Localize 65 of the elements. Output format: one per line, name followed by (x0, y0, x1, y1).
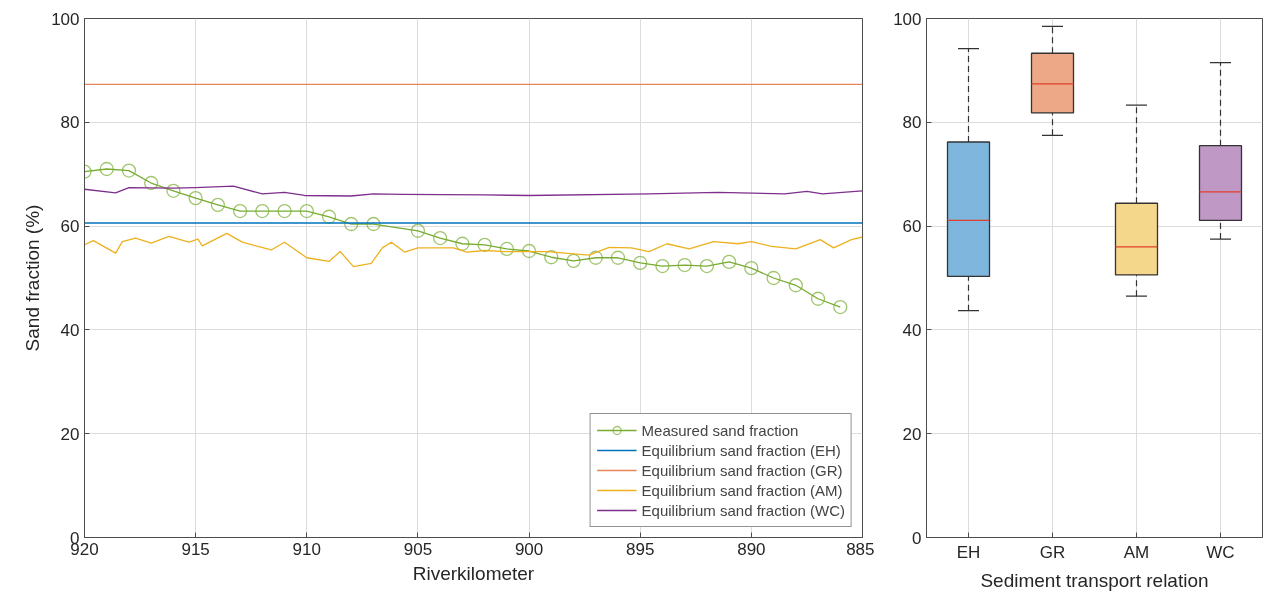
point (588, 250, 603, 265)
point (721, 254, 737, 270)
point (344, 216, 359, 232)
point (810, 291, 826, 306)
line-series (84, 185, 863, 197)
y-axis-title: Sand fraction (%) (22, 204, 44, 352)
y-tick-label: 20 (60, 424, 80, 444)
x-tick-label: 910 (292, 539, 321, 559)
y-tick-label: 40 (902, 320, 922, 340)
x-axis-title: Riverkilometer (412, 562, 535, 584)
y-tick-label: 40 (60, 320, 80, 340)
y-tick-label: 0 (912, 528, 922, 548)
x-tick-label: EH (956, 542, 981, 562)
point (544, 250, 559, 265)
line-series (84, 232, 863, 268)
point (610, 250, 626, 265)
point (210, 197, 226, 212)
x-tick-label: WC (1206, 542, 1235, 562)
point (499, 241, 514, 257)
point (766, 270, 781, 286)
point (366, 216, 381, 232)
point (321, 209, 337, 224)
point (833, 299, 848, 315)
point (633, 255, 648, 271)
x-tick-label: GR (1039, 542, 1066, 562)
y-tick-label: 60 (60, 217, 80, 237)
y-tick-label: 80 (60, 113, 80, 133)
point (166, 183, 181, 198)
point (699, 258, 715, 274)
point (99, 161, 114, 177)
x-tick-label: 900 (514, 539, 544, 559)
point (477, 237, 492, 252)
point (455, 236, 470, 251)
point (433, 230, 448, 246)
y-tick-label: 20 (902, 424, 922, 444)
legend-label: Equilibrium sand fraction (WC) (641, 501, 845, 519)
y-tick-label: 100 (51, 9, 80, 29)
legend-label: Equilibrium sand fraction (AM) (641, 481, 843, 499)
point (521, 243, 537, 259)
legend-label: Measured sand fraction (641, 421, 799, 439)
point (188, 190, 203, 206)
point (232, 203, 248, 219)
x-tick-label: AM (1123, 542, 1150, 562)
point (566, 253, 581, 269)
x-tick-label: 890 (737, 539, 766, 559)
x-tick-label: 895 (626, 539, 655, 559)
point (255, 203, 270, 219)
y-tick-label: 60 (902, 217, 922, 237)
point (677, 257, 692, 273)
x-tick-label: 905 (403, 539, 433, 559)
legend-label: Equilibrium sand fraction (EH) (641, 441, 841, 459)
y-tick-label: 80 (902, 113, 922, 133)
point (788, 278, 803, 293)
point (144, 175, 159, 191)
legend-label: Equilibrium sand fraction (GR) (641, 461, 843, 479)
point (121, 163, 137, 178)
x-tick-label: 915 (181, 539, 210, 559)
point (410, 223, 426, 238)
point (299, 203, 314, 219)
x-tick-label: 885 (846, 539, 875, 559)
point (744, 261, 759, 276)
y-tick-label: 100 (893, 9, 922, 29)
point (277, 203, 292, 219)
point (655, 258, 670, 274)
x-axis-title: Sediment transport relation (980, 569, 1209, 591)
